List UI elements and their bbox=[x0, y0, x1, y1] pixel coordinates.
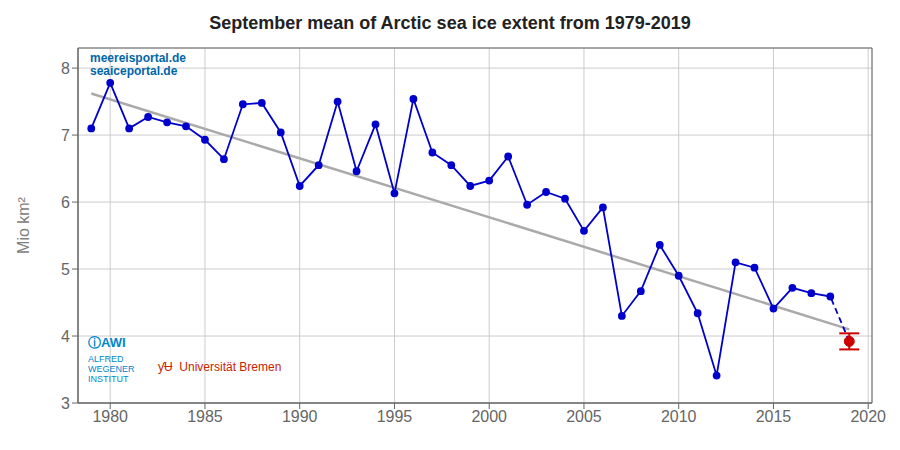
svg-text:8: 8 bbox=[61, 60, 70, 77]
html-text:ALFRED: ALFRED bbox=[88, 354, 124, 364]
svg-text:6: 6 bbox=[61, 194, 70, 211]
svg-text:2010: 2010 bbox=[661, 408, 697, 425]
svg-text:4: 4 bbox=[61, 328, 70, 345]
html-text:seaiceportal.de: seaiceportal.de bbox=[90, 64, 178, 78]
html-text:meereisportal.de: meereisportal.de bbox=[90, 51, 186, 65]
html-text:ⓘAWI: ⓘAWI bbox=[88, 335, 126, 350]
svg-text:2015: 2015 bbox=[756, 408, 792, 425]
svg-text:Mio km²: Mio km² bbox=[15, 196, 32, 254]
svg-text:1985: 1985 bbox=[187, 408, 223, 425]
html-text:WEGENER: WEGENER bbox=[88, 364, 135, 374]
svg-text:1995: 1995 bbox=[377, 408, 413, 425]
svg-text:1990: 1990 bbox=[282, 408, 318, 425]
svg-text:7: 7 bbox=[61, 127, 70, 144]
html-text:ƴɄ Universität Bremen: ƴɄ Universität Bremen bbox=[158, 360, 282, 374]
html-text:September mean of Arctic sea i: September mean of Arctic sea ice extent … bbox=[209, 13, 691, 33]
svg-text:3: 3 bbox=[61, 395, 70, 412]
svg-text:5: 5 bbox=[61, 261, 70, 278]
svg-text:2020: 2020 bbox=[850, 408, 886, 425]
svg-text:1980: 1980 bbox=[92, 408, 128, 425]
html-text:INSTITUT: INSTITUT bbox=[88, 374, 129, 384]
svg-text:2005: 2005 bbox=[566, 408, 602, 425]
svg-text:2000: 2000 bbox=[471, 408, 507, 425]
